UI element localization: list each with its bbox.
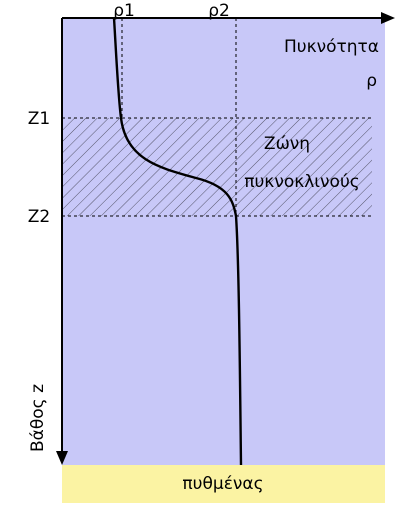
density-axis-arrowhead — [381, 12, 395, 24]
pycnocline-zone — [62, 118, 372, 216]
rho2-label: ρ2 — [208, 1, 230, 21]
density-profile-curve — [112, 17, 243, 466]
depth-axis-label: Βάθος z — [28, 384, 48, 452]
z1-label: Z1 — [28, 109, 50, 129]
z2-label: Z2 — [28, 207, 50, 227]
zone-label-line1: Ζώνη — [264, 134, 310, 154]
density-title: Πυκνότητα — [284, 37, 379, 57]
zone-label-line2: πυκνοκλινούς — [244, 172, 360, 192]
seabed-label: πυθμένας — [182, 474, 263, 494]
depth-axis-arrowhead — [56, 451, 68, 465]
seabed-band — [62, 465, 385, 503]
rho1-label: ρ1 — [113, 1, 135, 21]
water-column — [62, 18, 385, 465]
density-symbol: ρ — [366, 71, 377, 91]
